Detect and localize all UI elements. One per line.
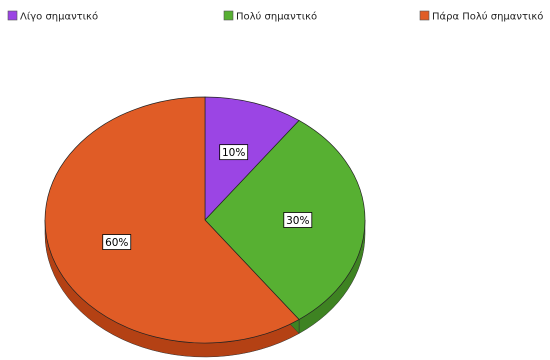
data-label-text: 60% [105, 237, 128, 249]
data-label-box [102, 234, 132, 250]
data-label: 10% [219, 144, 249, 161]
data-label-box [283, 212, 313, 228]
legend-label: Πολύ σημαντικό [236, 11, 317, 23]
legend: Λίγο σημαντικό Πολύ σημαντικό Πάρα Πολύ ση… [7, 10, 543, 23]
data-labels: 10% 30% 60% [102, 144, 313, 250]
pie-slices [44, 96, 366, 344]
legend-label: Λίγο σημαντικό [20, 11, 98, 23]
pie-slice [204, 96, 300, 221]
legend-item: Λίγο σημαντικό [7, 10, 98, 23]
legend-swatch [7, 10, 18, 21]
pie-slice [44, 96, 300, 344]
data-label: 60% [102, 234, 132, 250]
legend-swatch [223, 10, 234, 21]
data-label-text: 10% [222, 147, 245, 159]
legend-item: Πάρα Πολύ σημαντικό [419, 10, 543, 23]
data-label-text: 30% [286, 215, 309, 227]
data-label-box [219, 144, 249, 161]
legend-swatch [419, 10, 430, 21]
legend-label: Πάρα Πολύ σημαντικό [432, 11, 543, 23]
data-label: 30% [283, 212, 313, 228]
legend-item: Πολύ σημαντικό [223, 10, 317, 23]
